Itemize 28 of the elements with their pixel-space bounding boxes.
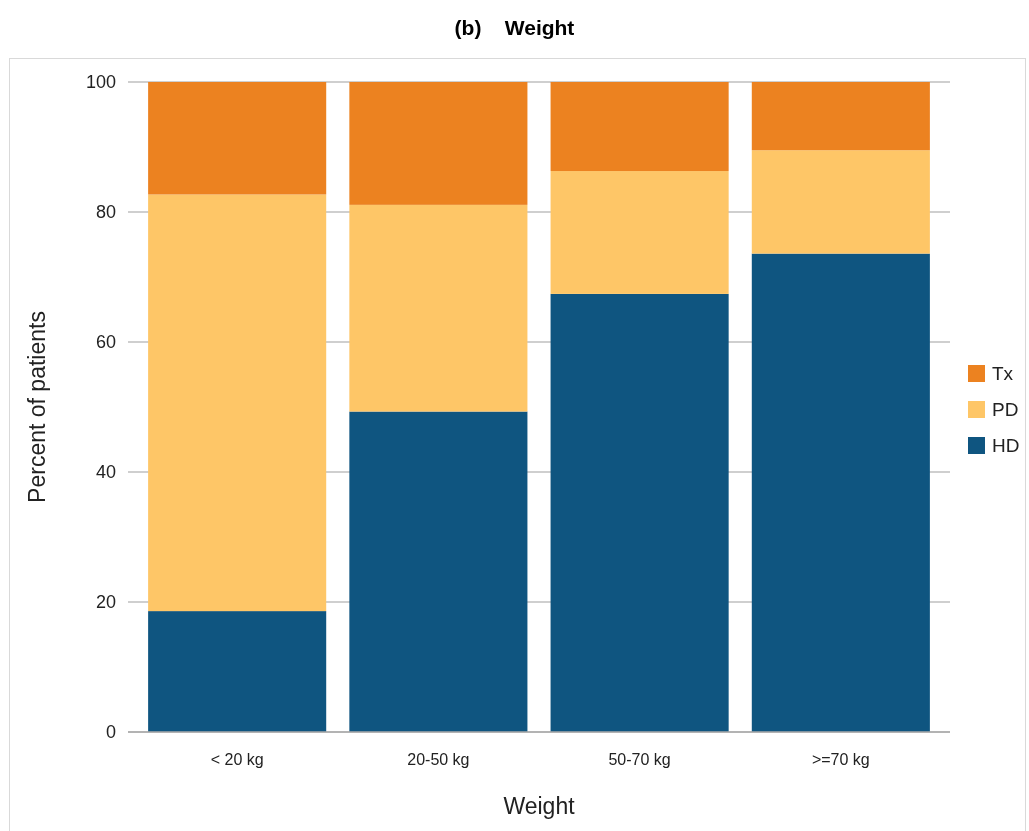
bar — [751, 253, 930, 732]
bar — [349, 204, 528, 412]
y-axis-title: Percent of patients — [24, 311, 50, 503]
bar — [751, 150, 930, 254]
legend-label: Tx — [992, 362, 1014, 384]
x-axis-title: Weight — [503, 793, 576, 819]
legend-label: HD — [992, 434, 1020, 456]
bar — [550, 171, 729, 294]
bar — [550, 293, 729, 732]
bar — [349, 411, 528, 732]
bar — [148, 194, 327, 612]
x-tick-label: < 20 kg — [210, 751, 264, 768]
y-tick-label: 80 — [95, 202, 116, 223]
y-tick-label: 100 — [85, 72, 116, 93]
x-tick-label: 20-50 kg — [407, 751, 470, 768]
bar — [751, 82, 930, 151]
bar — [148, 611, 327, 732]
y-tick-label: 40 — [95, 462, 116, 483]
y-tick-label: 0 — [105, 722, 116, 743]
bar — [349, 82, 528, 205]
x-tick-label: 50-70 kg — [608, 751, 671, 768]
bar — [550, 82, 729, 172]
chart-title: (b) Weight — [454, 16, 575, 39]
y-tick-label: 20 — [95, 592, 116, 613]
x-tick-label: >=70 kg — [811, 751, 870, 768]
bar — [148, 82, 327, 195]
legend-label: PD — [992, 398, 1019, 420]
y-tick-label: 60 — [95, 332, 116, 353]
